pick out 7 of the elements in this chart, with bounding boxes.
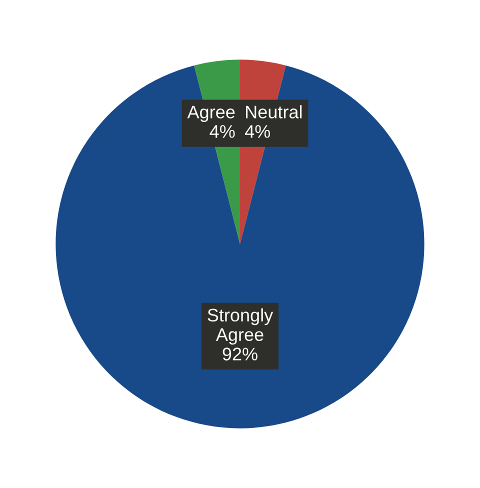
data-label: 4% bbox=[244, 125, 270, 138]
pie-slice bbox=[56, 65, 424, 428]
slice-label: Strongly Agree bbox=[208, 308, 274, 345]
data-label: 92% bbox=[222, 348, 258, 360]
data-label: 4% bbox=[210, 125, 235, 138]
slice-label: Agree bbox=[187, 106, 235, 122]
slice-label: Neutral bbox=[246, 105, 302, 118]
